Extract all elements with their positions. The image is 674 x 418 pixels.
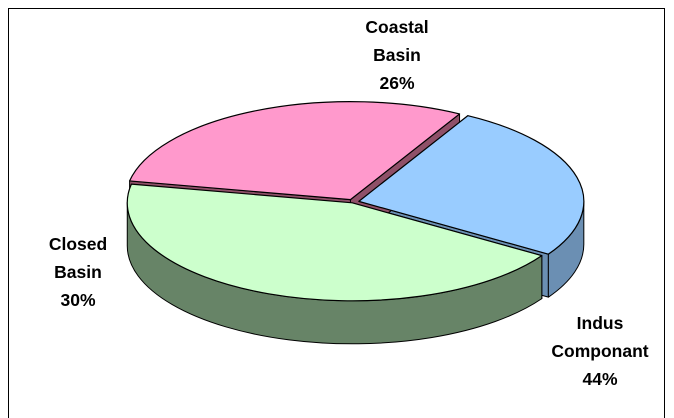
slice-label-0: Coastal Basin 26% — [365, 17, 428, 93]
slice-label-line-2-0: Closed — [49, 234, 107, 254]
slice-label-2: Closed Basin 30% — [49, 234, 107, 310]
slice-label-line-0-1: Basin — [373, 45, 421, 65]
slice-label-line-0-0: Coastal — [365, 17, 428, 37]
slice-label-1: Indus Componant 44% — [551, 313, 648, 389]
pie-chart: Coastal Basin 26% Indus Componant 44% Closed Ba… — [49, 17, 649, 389]
slice-label-line-1-1: Componant — [551, 341, 648, 361]
slice-label-line-2-1: Basin — [54, 262, 102, 282]
pie-slice-0 — [358, 115, 585, 255]
slice-percent-2: 30% — [60, 290, 95, 310]
chart-frame — [8, 8, 665, 418]
slice-percent-1: 44% — [582, 369, 617, 389]
pie-labels: Coastal Basin 26% Indus Componant 44% Closed Ba… — [49, 17, 649, 389]
pie-slice-2 — [129, 101, 461, 201]
pie-tops — [126, 101, 585, 302]
slice-percent-0: 26% — [379, 73, 414, 93]
pie-slice-1 — [126, 183, 543, 302]
slice-label-line-1-0: Indus — [577, 313, 624, 333]
